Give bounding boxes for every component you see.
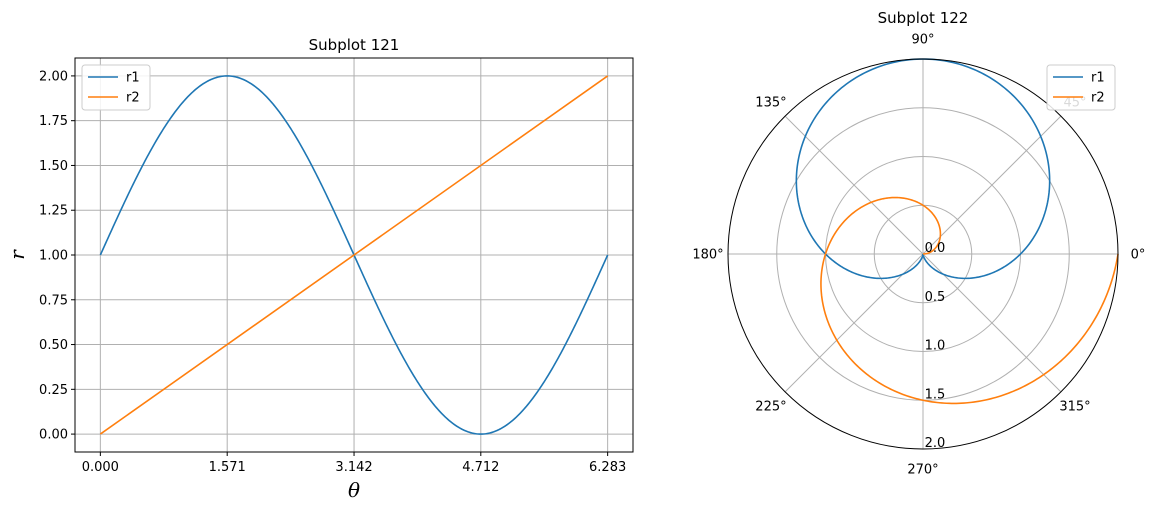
- angle-tick-label: 135°: [755, 95, 786, 110]
- angle-tick-label: 90°: [911, 33, 934, 48]
- x-tick-label: 0.000: [82, 460, 119, 475]
- angle-tick-label: 270°: [907, 463, 938, 478]
- radial-tick-label: 1.5: [925, 387, 946, 402]
- polar-legend-label-r2: r2: [1091, 91, 1105, 106]
- y-tick-label: 1.25: [39, 204, 68, 219]
- angle-tick-label: 180°: [692, 248, 723, 263]
- polar-title: Subplot 122: [878, 9, 969, 27]
- cartesian-subplot: 0.000 1.571 3.142 4.712 6.283 0.00 0.25 0.50 0.7…: [5, 36, 634, 502]
- cartesian-y-label: r: [5, 249, 29, 260]
- legend-label-r1: r1: [126, 71, 140, 86]
- legend-label-r2: r2: [126, 91, 140, 106]
- y-tick-label: 1.75: [39, 114, 68, 129]
- cartesian-ticks: 0.000 1.571 3.142 4.712 6.283 0.00 0.25 0.50 0.7…: [39, 69, 626, 475]
- series-line-r2: [99, 75, 609, 435]
- angle-tick-label: 0°: [1131, 248, 1146, 263]
- polar-legend-box: [1046, 64, 1116, 111]
- angle-tick-label: 225°: [755, 400, 786, 415]
- y-tick-label: 0.00: [39, 428, 68, 443]
- y-tick-label: 0.75: [39, 293, 68, 308]
- angle-tick-label: 315°: [1059, 400, 1090, 415]
- radial-tick-label: 0.0: [925, 241, 946, 256]
- cartesian-series: [99, 75, 609, 435]
- angular-grid-line: [784, 115, 924, 255]
- x-tick-label: 3.142: [335, 460, 372, 475]
- polar-series: [795, 58, 1119, 405]
- cartesian-x-label: θ: [348, 478, 360, 502]
- y-tick-label: 0.50: [39, 338, 68, 353]
- polar-series-line-r2: [820, 196, 1119, 405]
- cartesian-title: Subplot 121: [309, 36, 400, 54]
- radial-tick-label: 1.0: [925, 339, 946, 354]
- y-tick-label: 0.25: [39, 383, 68, 398]
- legend-box: [81, 64, 151, 111]
- angular-grid-line: [784, 253, 924, 393]
- angular-grid-line: [922, 115, 1062, 255]
- y-tick-label: 1.50: [39, 159, 68, 174]
- y-tick-label: 1.00: [39, 249, 68, 264]
- y-tick-label: 2.00: [39, 69, 68, 84]
- polar-subplot: 0°45°90°135°180°225°270°315°0.00.51.01.5…: [692, 9, 1145, 478]
- x-tick-label: 1.571: [209, 460, 246, 475]
- x-tick-label: 4.712: [462, 460, 499, 475]
- polar-legend-label-r1: r1: [1091, 71, 1105, 86]
- radial-tick-label: 2.0: [925, 436, 946, 451]
- polar-frame: [727, 58, 1119, 450]
- x-tick-label: 6.283: [589, 460, 626, 475]
- angular-grid-line: [922, 253, 1062, 393]
- radial-tick-label: 0.5: [925, 290, 946, 305]
